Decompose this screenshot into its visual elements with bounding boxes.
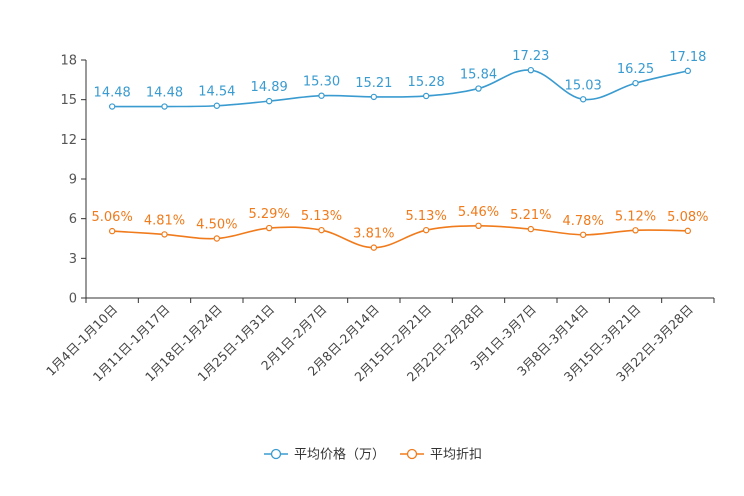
data-point [108, 227, 116, 235]
data-point [475, 222, 482, 230]
y-tick-label: 3 [69, 252, 77, 267]
data-point [527, 225, 535, 233]
legend[interactable]: 平均价格（万） 平均折扣 [264, 447, 482, 463]
legend-label: 平均价格（万） [294, 447, 385, 463]
data-label: 16.25 [617, 62, 654, 77]
y-tick-label: 12 [60, 133, 77, 148]
data-label: 17.23 [512, 49, 549, 64]
data-label: 5.46% [458, 205, 499, 220]
data-label: 5.08% [667, 210, 708, 225]
y-tick-label: 15 [60, 93, 77, 108]
data-label: 15.21 [355, 76, 392, 91]
data-point [684, 67, 692, 75]
data-point [213, 102, 221, 109]
data-label: 15.84 [460, 68, 497, 83]
data-label: 4.50% [196, 218, 237, 233]
data-point [370, 244, 378, 251]
data-label: 14.48 [146, 86, 183, 101]
data-point [422, 92, 430, 100]
data-label: 5.21% [510, 208, 551, 223]
data-label: 4.78% [563, 214, 604, 229]
data-label: 14.48 [94, 86, 131, 101]
data-point [318, 226, 325, 234]
data-point [527, 66, 535, 74]
legend-marker-icon [406, 448, 418, 460]
data-label: 5.06% [92, 210, 133, 225]
data-point [161, 103, 168, 110]
data-point [265, 97, 273, 105]
data-label: 14.54 [198, 85, 235, 100]
series-line-2 [112, 225, 688, 249]
data-point [579, 96, 587, 103]
data-point [108, 103, 116, 110]
data-point [213, 235, 221, 242]
legend-item-1[interactable]: 平均价格（万） [264, 447, 385, 463]
data-label: 5.29% [249, 207, 290, 222]
data-point [161, 231, 168, 238]
data-label: 15.30 [303, 75, 340, 90]
legend-item-2[interactable]: 平均折扣 [400, 448, 482, 463]
data-point [632, 79, 639, 87]
y-tick-label: 6 [69, 212, 77, 227]
series-line-1 [112, 69, 689, 108]
data-point [422, 226, 430, 234]
data-label: 5.12% [615, 209, 656, 224]
y-tick-label: 0 [69, 292, 77, 307]
data-point [370, 93, 378, 101]
data-point [265, 224, 273, 232]
data-label: 3.81% [353, 227, 394, 242]
data-label: 4.81% [144, 213, 185, 228]
legend-marker-icon [270, 448, 282, 460]
series-lines [108, 66, 692, 251]
data-label: 5.13% [301, 209, 342, 224]
data-point [684, 227, 692, 235]
data-labels: 14.48 14.48 14.54 14.89 15.30 15.21 15.28 15.84… [92, 49, 709, 241]
data-point [579, 231, 587, 238]
data-label: 15.03 [565, 78, 602, 93]
data-point [318, 92, 325, 99]
data-label: 17.18 [669, 50, 706, 65]
y-tick-label: 18 [60, 54, 77, 69]
data-label: 15.28 [408, 75, 445, 90]
data-point [632, 227, 639, 234]
y-tick-label: 9 [69, 173, 77, 188]
data-label: 5.13% [406, 209, 447, 224]
data-label: 14.89 [251, 80, 288, 95]
legend-label: 平均折扣 [430, 448, 482, 463]
data-point [475, 85, 482, 92]
